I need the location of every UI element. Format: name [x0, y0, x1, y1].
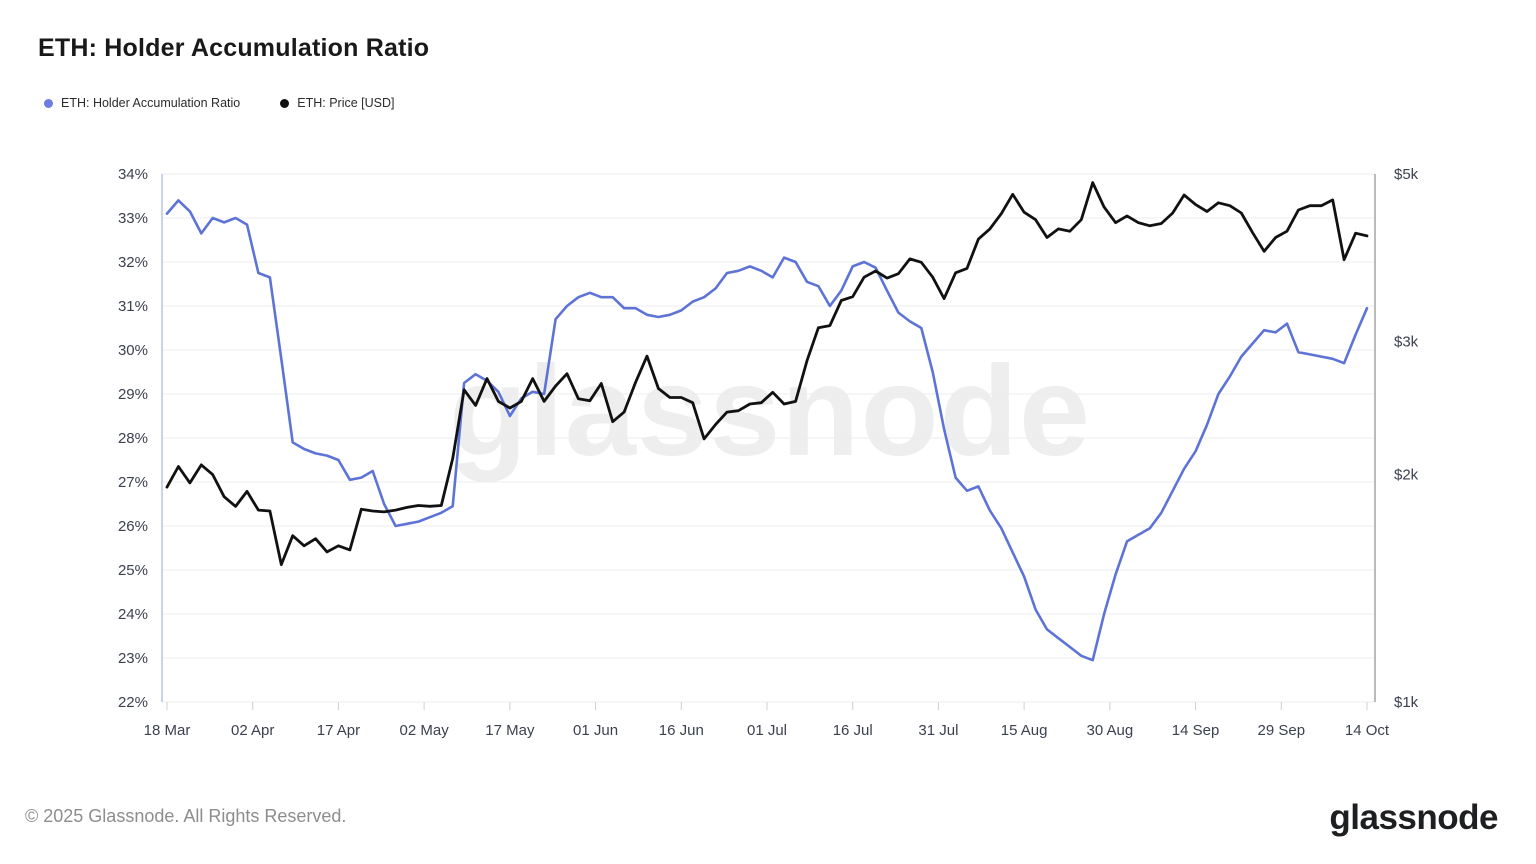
copyright-text: © 2025 Glassnode. All Rights Reserved. — [25, 806, 347, 826]
legend-item-label: ETH: Price [USD] — [297, 96, 395, 110]
x-axis-label: 16 Jun — [659, 722, 704, 739]
y-axis-left-label: 22% — [118, 694, 148, 711]
y-axis-left-label: 32% — [118, 254, 148, 271]
x-axis-label: 17 May — [485, 722, 535, 739]
x-axis-label: 18 Mar — [144, 722, 191, 739]
price-legend-dot-icon — [280, 98, 290, 108]
x-axis-label: 02 May — [400, 722, 450, 739]
x-axis-label: 29 Sep — [1258, 722, 1306, 739]
y-axis-left-label: 25% — [118, 562, 148, 579]
y-axis-left-label: 26% — [118, 518, 148, 535]
x-axis-label: 16 Jul — [833, 722, 873, 739]
x-axis-label: 01 Jul — [747, 722, 787, 739]
y-axis-right-label: $3k — [1394, 334, 1419, 351]
y-axis-right-label: $2k — [1394, 467, 1419, 484]
y-axis-left-label: 27% — [118, 474, 148, 491]
ratio-series-line — [165, 199, 1369, 662]
y-axis-left-label: 31% — [118, 298, 148, 315]
x-axis-label: 15 Aug — [1001, 722, 1048, 739]
x-axis-label: 14 Sep — [1172, 722, 1220, 739]
legend-item-ratio[interactable]: ETH: Holder Accumulation Ratio — [44, 96, 240, 110]
y-axis-left-label: 23% — [118, 650, 148, 667]
y-axis-right-label: $1k — [1394, 694, 1419, 711]
legend-item-label: ETH: Holder Accumulation Ratio — [61, 96, 241, 110]
y-axis-left-label: 28% — [118, 430, 148, 447]
chart-legend: ETH: Holder Accumulation Ratio ETH: Pric… — [44, 96, 395, 110]
x-axis-label: 17 Apr — [317, 722, 360, 739]
y-axis-left-label: 24% — [118, 606, 148, 623]
x-axis-label: 31 Jul — [918, 722, 958, 739]
page-title: ETH: Holder Accumulation Ratio — [38, 34, 430, 62]
y-axis-left-label: 29% — [118, 386, 148, 403]
y-axis-right-label: $5k — [1394, 166, 1419, 183]
x-axis-label: 02 Apr — [231, 722, 274, 739]
y-axis-left-label: 34% — [118, 166, 148, 183]
legend-item-price[interactable]: ETH: Price [USD] — [280, 96, 395, 110]
y-axis-left-label: 33% — [118, 210, 148, 227]
x-axis-label: 01 Jun — [573, 722, 618, 739]
ratio-legend-dot-icon — [44, 98, 53, 108]
x-axis-label: 30 Aug — [1086, 722, 1133, 739]
y-axis-left-label: 30% — [118, 342, 148, 359]
glassnode-logo: glassnode — [1329, 798, 1498, 837]
price-series-line — [165, 181, 1369, 566]
x-axis-label: 14 Oct — [1345, 722, 1390, 739]
